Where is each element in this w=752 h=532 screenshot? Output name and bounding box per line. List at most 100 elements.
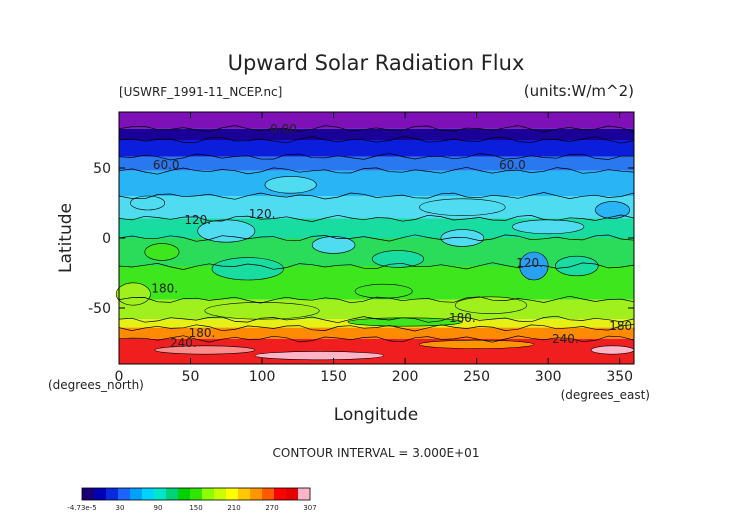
y-axis-label: Latitude bbox=[56, 203, 76, 273]
x-tick-label-6: 300 bbox=[535, 369, 562, 385]
x-tick-label-1: 50 bbox=[182, 369, 200, 385]
contour-label-1: 60.0 bbox=[153, 158, 180, 172]
flux-patch-9 bbox=[144, 243, 180, 261]
contour-line-12 bbox=[118, 335, 635, 343]
contour-line-9 bbox=[118, 295, 635, 304]
colorbar-swatch-16 bbox=[274, 488, 287, 500]
x-axis-unit: (degrees_east) bbox=[561, 388, 650, 402]
colorbar-swatch-7 bbox=[166, 488, 179, 500]
contour-label-5: 120. bbox=[516, 256, 543, 270]
contour-line-1 bbox=[118, 125, 635, 133]
x-tick-label-0: 0 bbox=[115, 369, 124, 385]
flux-patch-2 bbox=[419, 198, 506, 216]
contour-label-3: 120. bbox=[184, 213, 211, 227]
colorbar-swatch-5 bbox=[142, 488, 155, 500]
flux-band-2 bbox=[119, 140, 634, 157]
x-tick-label-2: 100 bbox=[249, 369, 276, 385]
flux-patch-1 bbox=[264, 176, 317, 194]
y-tick-label-1: 0 bbox=[102, 231, 111, 247]
contour-labels: 0.00 60.0 60.0 120. 120. 120. 180. 180. 180. 180.… bbox=[151, 122, 635, 350]
contour-label-2: 60.0 bbox=[499, 158, 526, 172]
colorbar-swatch-2 bbox=[106, 488, 119, 500]
chart-title: Upward Solar Radiation Flux bbox=[228, 51, 525, 75]
contour-label-9: 180. bbox=[189, 326, 216, 340]
colorbar-swatch-14 bbox=[250, 488, 263, 500]
y-tick-label-2: 50 bbox=[93, 161, 111, 177]
chart-units: (units:W/m^2) bbox=[524, 82, 634, 100]
contour-line-7 bbox=[118, 234, 635, 242]
flux-band-0 bbox=[119, 112, 634, 129]
colorbar-swatch-9 bbox=[190, 488, 203, 500]
y-axis-unit: (degrees_north) bbox=[48, 378, 144, 392]
colorbar-label-0: -4.73e-5 bbox=[67, 504, 96, 512]
flux-patch-8 bbox=[595, 201, 631, 219]
contour-label-4: 120. bbox=[249, 207, 276, 221]
colorbar-swatch-12 bbox=[226, 488, 239, 500]
colorbar-label-2: 90 bbox=[154, 504, 163, 512]
contour-line-8 bbox=[118, 262, 635, 270]
colorbar: -4.73e-5 30 90 150 210 270 307 bbox=[67, 487, 317, 512]
colorbar-swatch-3 bbox=[118, 488, 131, 500]
flux-band-5 bbox=[119, 196, 634, 219]
colorbar-swatch-15 bbox=[262, 488, 275, 500]
y-axis-ticks: -50 0 50 bbox=[88, 161, 634, 317]
colorbar-swatch-10 bbox=[202, 488, 215, 500]
flux-patch-16 bbox=[354, 283, 413, 299]
flux-patch-0 bbox=[130, 195, 166, 211]
contour-label-8: 180. bbox=[609, 319, 636, 333]
colorbar-swatch-6 bbox=[154, 488, 167, 500]
x-tick-label-4: 200 bbox=[392, 369, 419, 385]
colorbar-swatch-18 bbox=[298, 488, 311, 500]
colorbar-frame bbox=[81, 487, 311, 501]
y-tick-label-0: -50 bbox=[88, 301, 111, 317]
flux-patch-13 bbox=[115, 282, 151, 306]
x-axis-label: Longitude bbox=[334, 405, 419, 425]
flux-patch-18 bbox=[154, 345, 256, 355]
colorbar-label-3: 150 bbox=[189, 504, 202, 512]
x-tick-label-7: 350 bbox=[606, 369, 633, 385]
contour-line-10 bbox=[118, 315, 635, 324]
contour-label-7: 180. bbox=[449, 311, 476, 325]
flux-band-1 bbox=[119, 128, 634, 140]
flux-patch-6 bbox=[440, 229, 485, 247]
flux-patch-12 bbox=[555, 255, 599, 277]
x-tick-label-5: 250 bbox=[463, 369, 490, 385]
colorbar-swatch-17 bbox=[286, 488, 299, 500]
colorbar-label-6: 307 bbox=[303, 504, 316, 512]
contour-line-3 bbox=[118, 152, 635, 161]
colorbar-label-4: 210 bbox=[227, 504, 240, 512]
flux-patch-21 bbox=[590, 345, 635, 355]
contour-interval: CONTOUR INTERVAL = 3.000E+01 bbox=[273, 446, 480, 460]
colorbar-swatch-0 bbox=[82, 488, 95, 500]
contour-label-0: 0.00 bbox=[270, 122, 297, 136]
contour-label-6: 180. bbox=[151, 281, 178, 295]
x-tick-label-3: 150 bbox=[320, 369, 347, 385]
colorbar-swatch-4 bbox=[130, 488, 143, 500]
colorbar-label-1: 30 bbox=[116, 504, 125, 512]
flux-band-4 bbox=[119, 170, 634, 196]
flux-band-3 bbox=[119, 156, 634, 171]
colorbar-swatch-1 bbox=[94, 488, 107, 500]
contour-line-11 bbox=[118, 324, 635, 332]
flux-patch-20 bbox=[419, 339, 535, 349]
contour-label-11: 240. bbox=[552, 332, 579, 346]
flux-patch-15 bbox=[454, 296, 528, 314]
flux-patch-10 bbox=[211, 257, 284, 281]
colorbar-label-5: 270 bbox=[265, 504, 278, 512]
contour-line-4 bbox=[118, 166, 635, 175]
colorbar-swatch-11 bbox=[214, 488, 227, 500]
x-axis-ticks: 0 50 100 150 200 250 300 350 bbox=[115, 112, 633, 385]
contour-line-5 bbox=[118, 192, 635, 200]
colorbar-swatch-8 bbox=[178, 488, 191, 500]
contour-label-10: 240. bbox=[170, 336, 197, 350]
flux-patch-14 bbox=[204, 302, 320, 320]
flux-patch-3 bbox=[512, 219, 585, 235]
contour-line-2 bbox=[118, 136, 635, 144]
contour-line-6 bbox=[118, 214, 635, 222]
flux-patch-19 bbox=[254, 351, 384, 361]
flux-patch-11 bbox=[371, 250, 425, 268]
flux-band-11 bbox=[119, 327, 634, 339]
colorbar-swatch-13 bbox=[238, 488, 251, 500]
chart-source-file: [USWRF_1991-11_NCEP.nc] bbox=[119, 85, 282, 99]
